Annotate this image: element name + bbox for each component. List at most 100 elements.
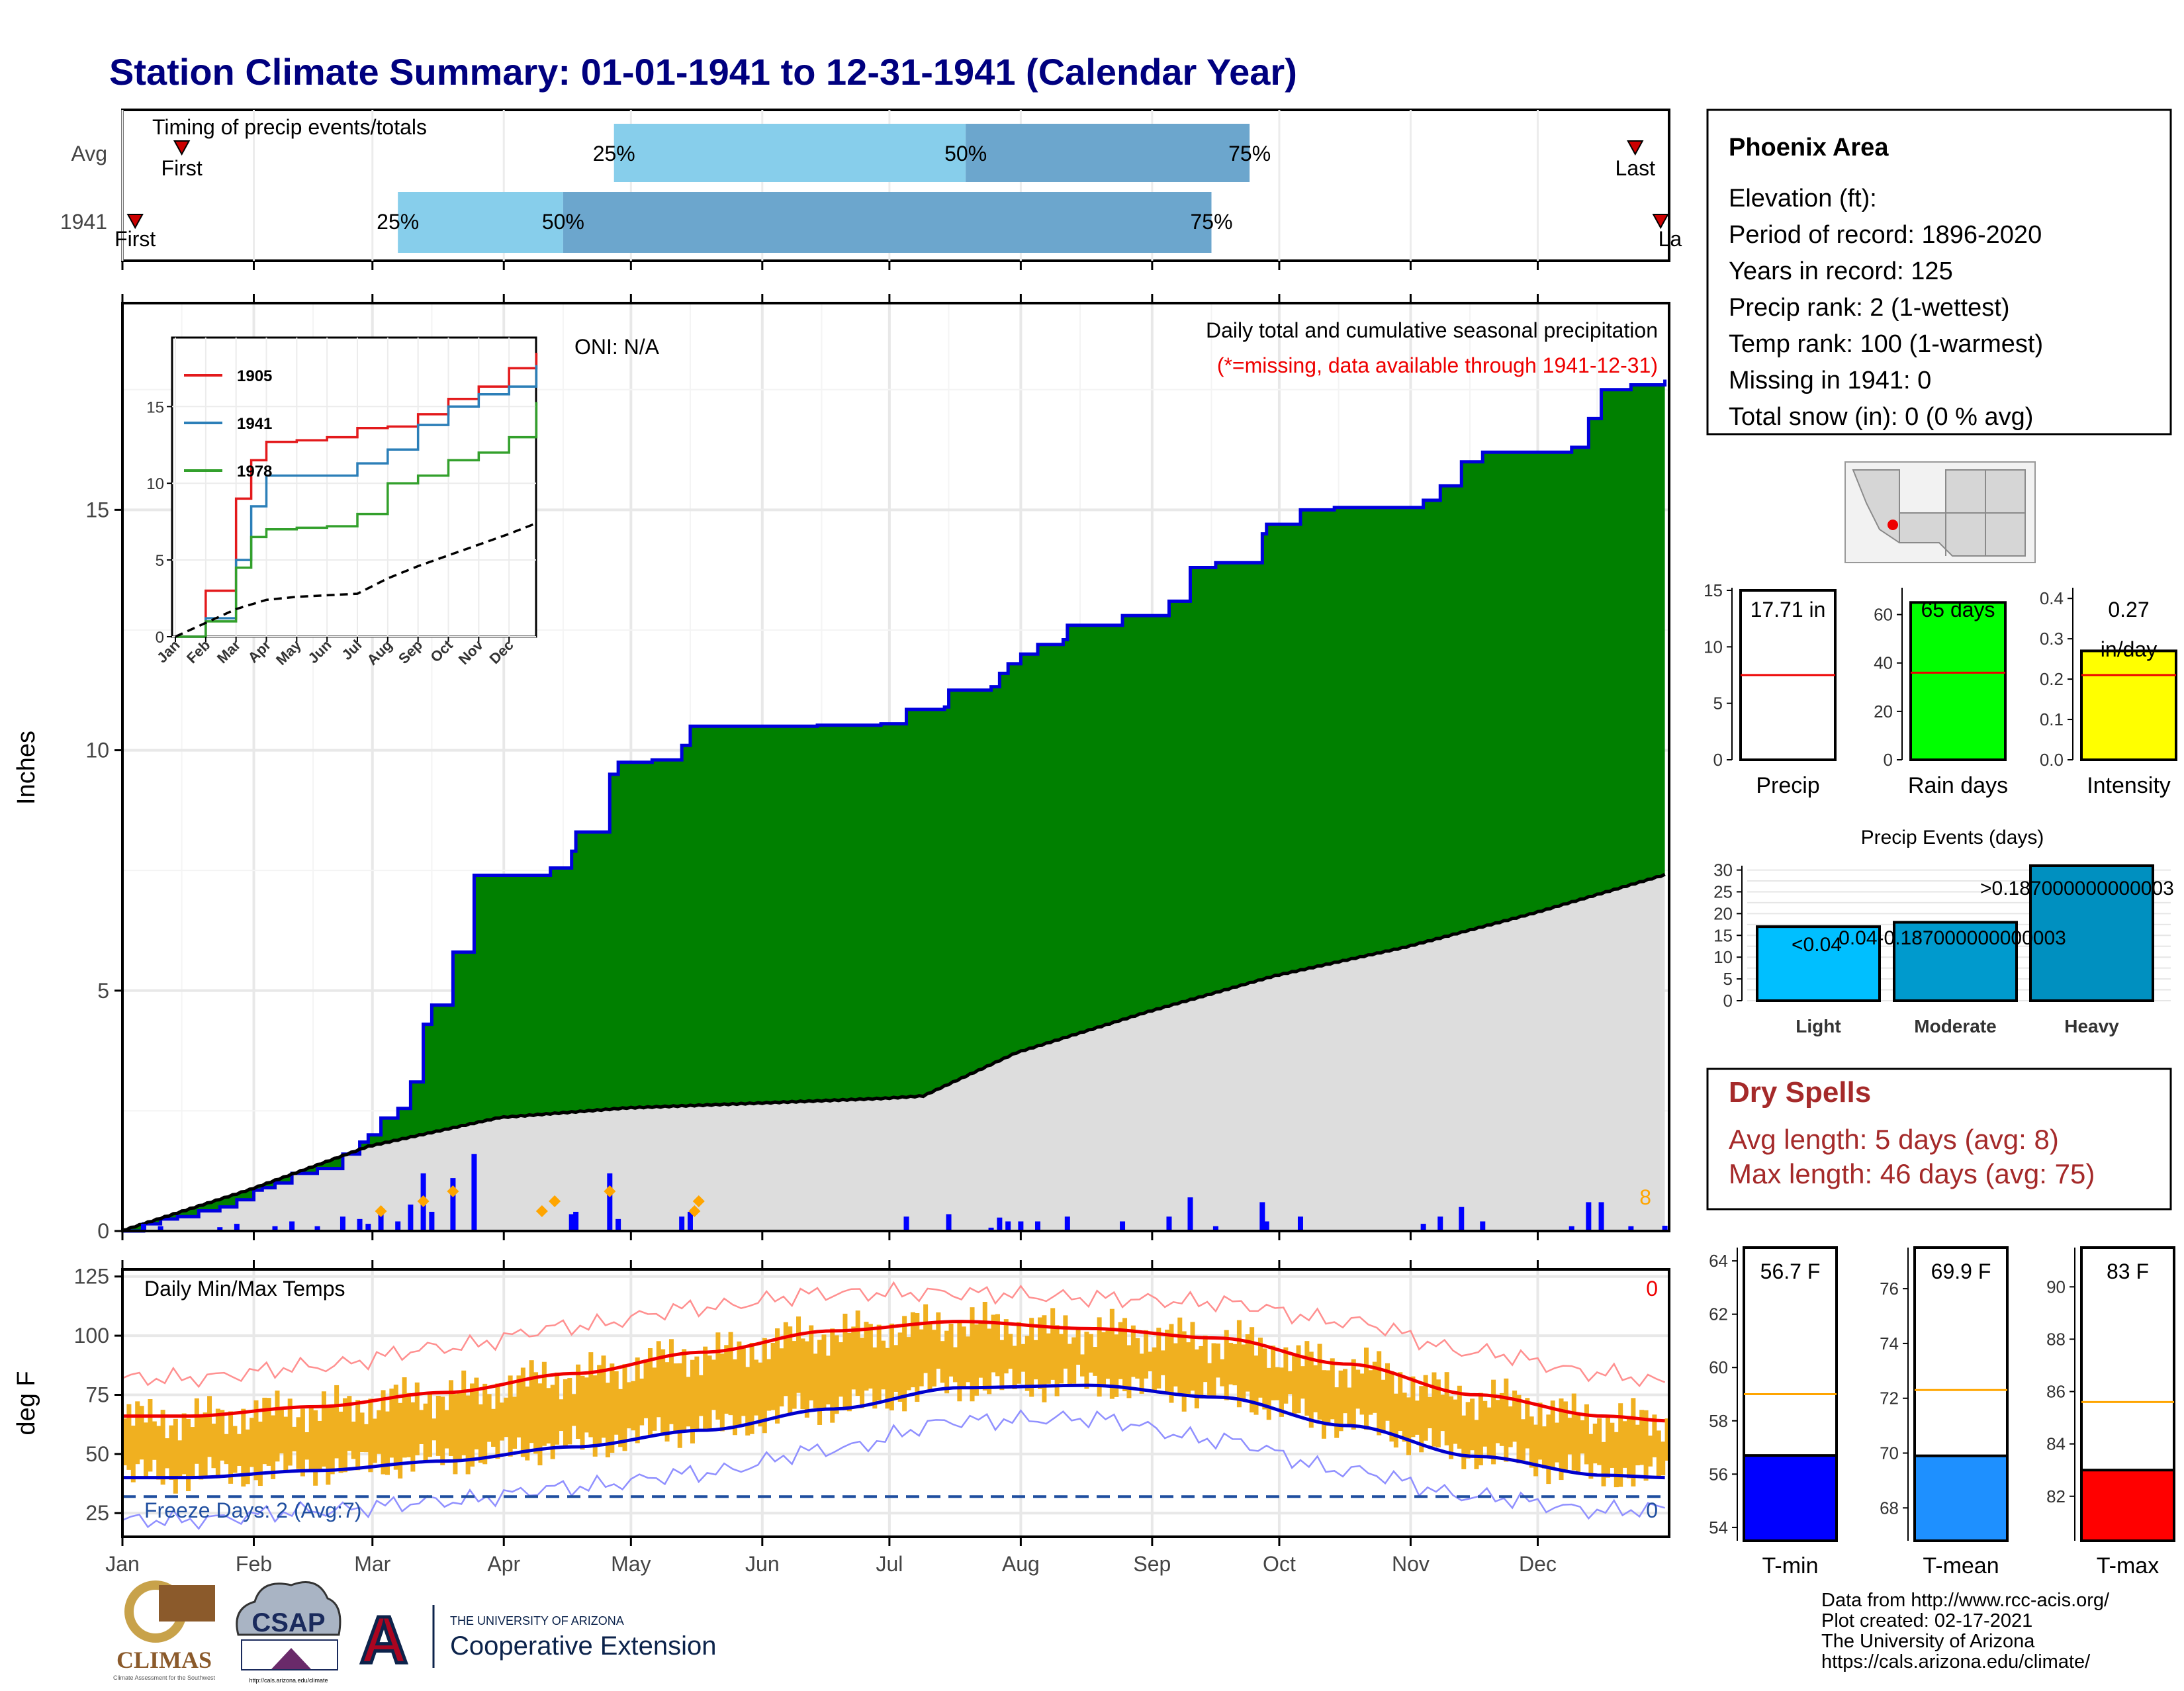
daily-temp-bar xyxy=(1220,1359,1225,1387)
events-tick-label: 10 xyxy=(1713,947,1733,967)
daily-precip-bar xyxy=(357,1218,363,1231)
daily-temp-bar xyxy=(351,1421,356,1459)
temp-summary-label: T-max xyxy=(2097,1553,2159,1578)
timing-first-label: First xyxy=(161,156,203,180)
temp-summary-label: T-min xyxy=(1762,1553,1819,1578)
daily-temp-bar xyxy=(1457,1385,1462,1449)
daily-temp-bar xyxy=(220,1410,225,1461)
daily-temp-bar xyxy=(1525,1398,1530,1449)
daily-precip-bar xyxy=(450,1178,456,1231)
timing-last-marker xyxy=(1627,140,1644,156)
daily-temp-bar xyxy=(1661,1441,1666,1476)
temp-summary-tick-label: 88 xyxy=(2046,1329,2066,1349)
events-bar xyxy=(2029,864,2154,1002)
daily-temp-bar xyxy=(372,1418,377,1463)
oni-label: ONI: N/A xyxy=(574,335,660,359)
daily-temp-bar xyxy=(491,1408,496,1447)
timing-bar-q1 xyxy=(614,124,966,182)
summary-bar-value: 17.71 in xyxy=(1751,598,1826,621)
daily-temp-bar xyxy=(555,1372,560,1445)
daily-precip-bar xyxy=(1569,1226,1574,1231)
daily-temp-bar xyxy=(737,1341,742,1426)
daily-temp-bar xyxy=(308,1407,314,1470)
dry-spells-avg: Avg length: 5 days (avg: 8) xyxy=(1729,1124,2059,1155)
daily-temp-bar xyxy=(203,1412,208,1477)
daily-temp-bar xyxy=(1130,1325,1136,1377)
daily-temp-bar xyxy=(169,1425,174,1481)
daily-temp-bar xyxy=(664,1362,670,1442)
daily-temp-bar xyxy=(792,1341,797,1409)
daily-temp-bar xyxy=(1101,1332,1107,1387)
dry-spells-box: Dry Spells Avg length: 5 days (avg: 8) M… xyxy=(1706,1068,2172,1211)
daily-temp-bar xyxy=(1215,1343,1220,1378)
daily-temp-bar xyxy=(860,1338,865,1408)
month-tick-label: Nov xyxy=(1392,1552,1430,1576)
inset-series-line xyxy=(175,522,537,638)
missing-marker xyxy=(688,1205,701,1217)
daily-temp-bar xyxy=(987,1328,992,1394)
daily-precip-bar xyxy=(946,1214,952,1231)
daily-temp-bar xyxy=(1271,1346,1276,1400)
daily-temp-bar xyxy=(1449,1396,1454,1459)
daily-temp-bar xyxy=(872,1347,878,1409)
daily-temp-bar xyxy=(783,1322,788,1396)
daily-temp-bar xyxy=(635,1357,640,1443)
daily-temp-bar xyxy=(1474,1420,1479,1469)
record-max-line xyxy=(122,1281,1666,1389)
daily-temp-bar xyxy=(647,1348,653,1438)
daily-temp-bar xyxy=(330,1404,335,1475)
daily-temp-bar xyxy=(1148,1351,1153,1371)
daily-temp-bar xyxy=(813,1353,818,1408)
daily-temp-bar xyxy=(389,1389,394,1458)
csap-logo-text: CSAP xyxy=(251,1608,325,1637)
daily-temp-bar xyxy=(1453,1399,1458,1444)
station-dot xyxy=(1888,520,1898,530)
daily-temp-bar xyxy=(804,1341,809,1418)
month-tick-label: Jun xyxy=(745,1552,780,1576)
summary-bar-value-unit: in/day xyxy=(2101,637,2157,661)
daily-temp-bar xyxy=(160,1410,165,1485)
daily-temp-bar xyxy=(610,1363,615,1453)
daily-temp-bar xyxy=(512,1396,518,1449)
daily-temp-bar xyxy=(1262,1348,1267,1410)
daily-temp-bar xyxy=(698,1375,704,1416)
daily-temp-bar xyxy=(1135,1338,1140,1379)
daily-precip-bar xyxy=(1018,1221,1024,1231)
timing-last-marker xyxy=(1652,214,1669,230)
daily-temp-bar xyxy=(927,1324,933,1390)
page-title: Station Climate Summary: 01-01-1941 to 1… xyxy=(109,51,1297,93)
footer-university: The University of Arizona xyxy=(1821,1631,2035,1652)
daily-temp-bar xyxy=(999,1340,1005,1391)
daily-temp-bar xyxy=(368,1398,373,1473)
summary-bar-tick-label: 20 xyxy=(1874,702,1893,721)
missing-marker xyxy=(447,1185,459,1197)
daily-precip-bar xyxy=(289,1221,295,1231)
daily-temp-bar xyxy=(1250,1327,1255,1413)
daily-precip-bar xyxy=(158,1226,163,1231)
daily-temp-bar xyxy=(758,1362,763,1427)
daily-temp-bar xyxy=(1546,1414,1551,1485)
daily-temp-bar xyxy=(495,1383,500,1459)
daily-temp-bar xyxy=(1635,1424,1640,1466)
daily-temp-bar xyxy=(668,1339,674,1424)
daily-temp-bar xyxy=(402,1377,407,1458)
info-box-frame xyxy=(1706,109,2172,435)
daily-temp-bar xyxy=(334,1385,340,1459)
daily-temp-bar xyxy=(1398,1372,1403,1432)
dry-spells-max: Max length: 46 days (avg: 75) xyxy=(1729,1158,2095,1189)
daily-temp-bar xyxy=(173,1418,178,1494)
daily-temp-bar xyxy=(1177,1317,1183,1395)
daily-temp-bar xyxy=(482,1383,488,1465)
university-of-arizona-logo: A THE UNIVERSITY OF ARIZONA Cooperative … xyxy=(358,1602,716,1679)
daily-temp-bar xyxy=(775,1328,780,1424)
daily-temp-bar xyxy=(1042,1315,1047,1402)
inset-legend-label: 1905 xyxy=(237,367,272,385)
daily-temp-bar xyxy=(1292,1353,1297,1414)
precip-panel-border xyxy=(121,302,1670,1232)
inset-legend-label: 1978 xyxy=(237,463,272,480)
footer-plot-created: Plot created: 02-17-2021 xyxy=(1821,1610,2032,1631)
daily-precip-bar xyxy=(314,1226,320,1231)
temp-summary-tick-label: 84 xyxy=(2046,1434,2066,1454)
timing-bar-q1 xyxy=(398,192,563,253)
daily-temp-bar xyxy=(1567,1418,1572,1455)
